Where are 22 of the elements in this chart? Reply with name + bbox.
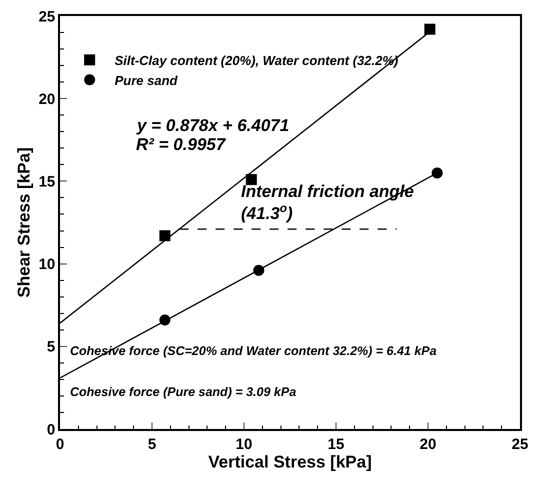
y-tick-label: 25 — [38, 8, 56, 26]
x-tick-label: 20 — [420, 436, 436, 453]
y-tick-label: 20 — [38, 90, 56, 108]
x-tick-label: 25 — [512, 436, 528, 453]
y-tick-label: 0 — [46, 421, 56, 438]
x-tick-label: 10 — [236, 436, 252, 453]
y-tick-label: 15 — [38, 173, 56, 190]
annotation: (41.3$^{o}$) — [241, 201, 294, 224]
x-axis-title: Vertical Stress [kPa] — [208, 452, 372, 472]
point — [246, 174, 257, 186]
annotation: y = 0.878x + 6.4071 — [136, 116, 290, 135]
y-axis-title: Shear Stress [kPa] — [14, 147, 34, 298]
point — [424, 24, 436, 35]
x-tick-label: 5 — [148, 436, 156, 453]
legend-label: Pure sand — [114, 72, 179, 88]
annotation: Cohesive force (Pure sand) = 3.09 kPa — [70, 385, 296, 399]
point — [432, 167, 443, 178]
point — [159, 230, 170, 242]
y-tick-label: 10 — [38, 256, 56, 274]
x-tick-label: 15 — [328, 436, 344, 453]
y-tick-label: 5 — [46, 338, 56, 356]
annotation: R² = 0.9957 — [136, 135, 227, 154]
